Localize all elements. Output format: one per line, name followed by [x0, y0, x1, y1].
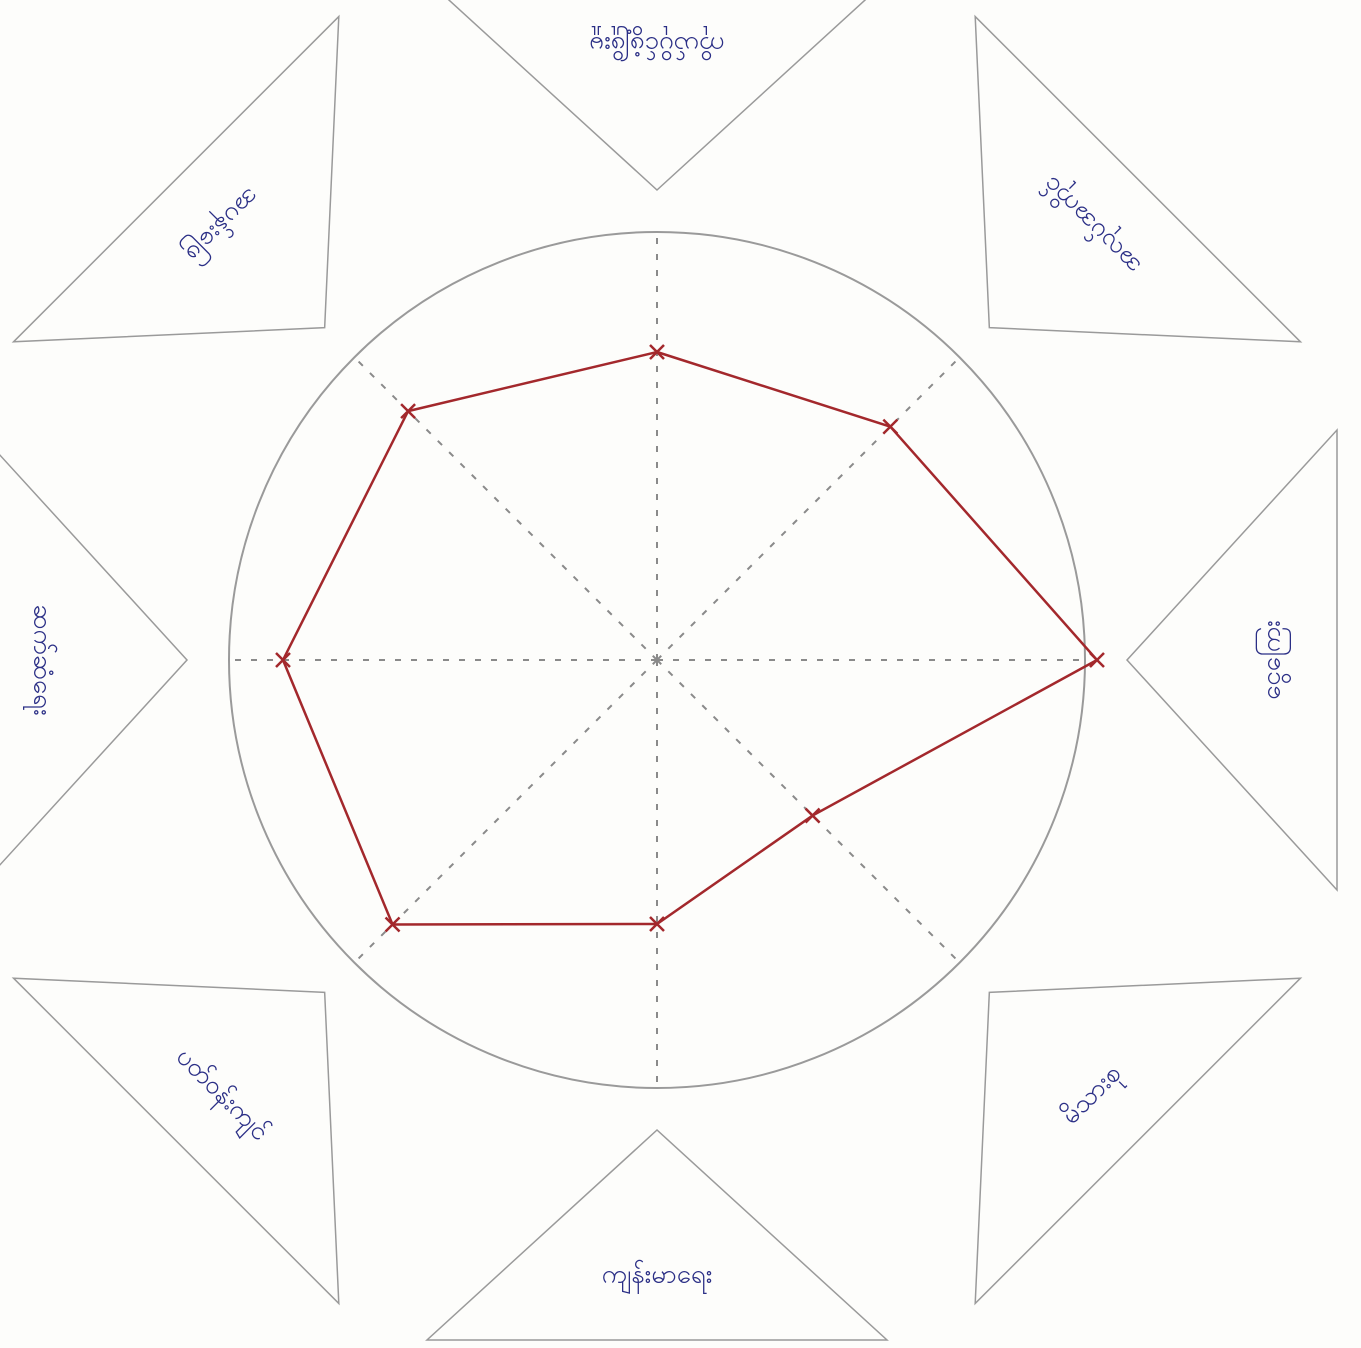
- chart: ကိုယ်ပိုင်ဖွံ့ဖြိုးမှုအလုပ်အကိုင်ငွေကြေး…: [0, 0, 1361, 1348]
- point-marker: [1090, 653, 1104, 667]
- category-label: အလုပ်အကိုင်: [1035, 167, 1150, 282]
- label-triangle: [427, 1130, 887, 1340]
- label-triangle: [975, 978, 1300, 1303]
- label-triangle: [14, 978, 339, 1303]
- category-label: ငွေကြေး: [1254, 620, 1292, 700]
- radar-line: [283, 352, 1097, 924]
- category-label: ပတ်ဝန်းကျင်: [166, 1041, 275, 1150]
- point-marker: [806, 809, 820, 823]
- page: {"chart_data": {"type": "radar", "catego…: [0, 0, 1361, 1348]
- category-label: မိသားစု: [1055, 1058, 1132, 1135]
- category-label: ဆက်ဆံရေး: [23, 604, 59, 715]
- label-triangle: [975, 17, 1300, 342]
- label-triangle: [14, 17, 339, 342]
- category-label: ကိုယ်ပိုင်ဖွံ့ဖြိုးမှု: [589, 26, 725, 64]
- axis-line: [353, 356, 657, 660]
- category-label: အပန်းဖြေ: [176, 179, 268, 271]
- category-label: ကျန်းမာရေး: [602, 1259, 713, 1295]
- point-marker: [883, 420, 897, 434]
- label-triangle: [427, 0, 887, 190]
- label-triangle: [1127, 430, 1337, 890]
